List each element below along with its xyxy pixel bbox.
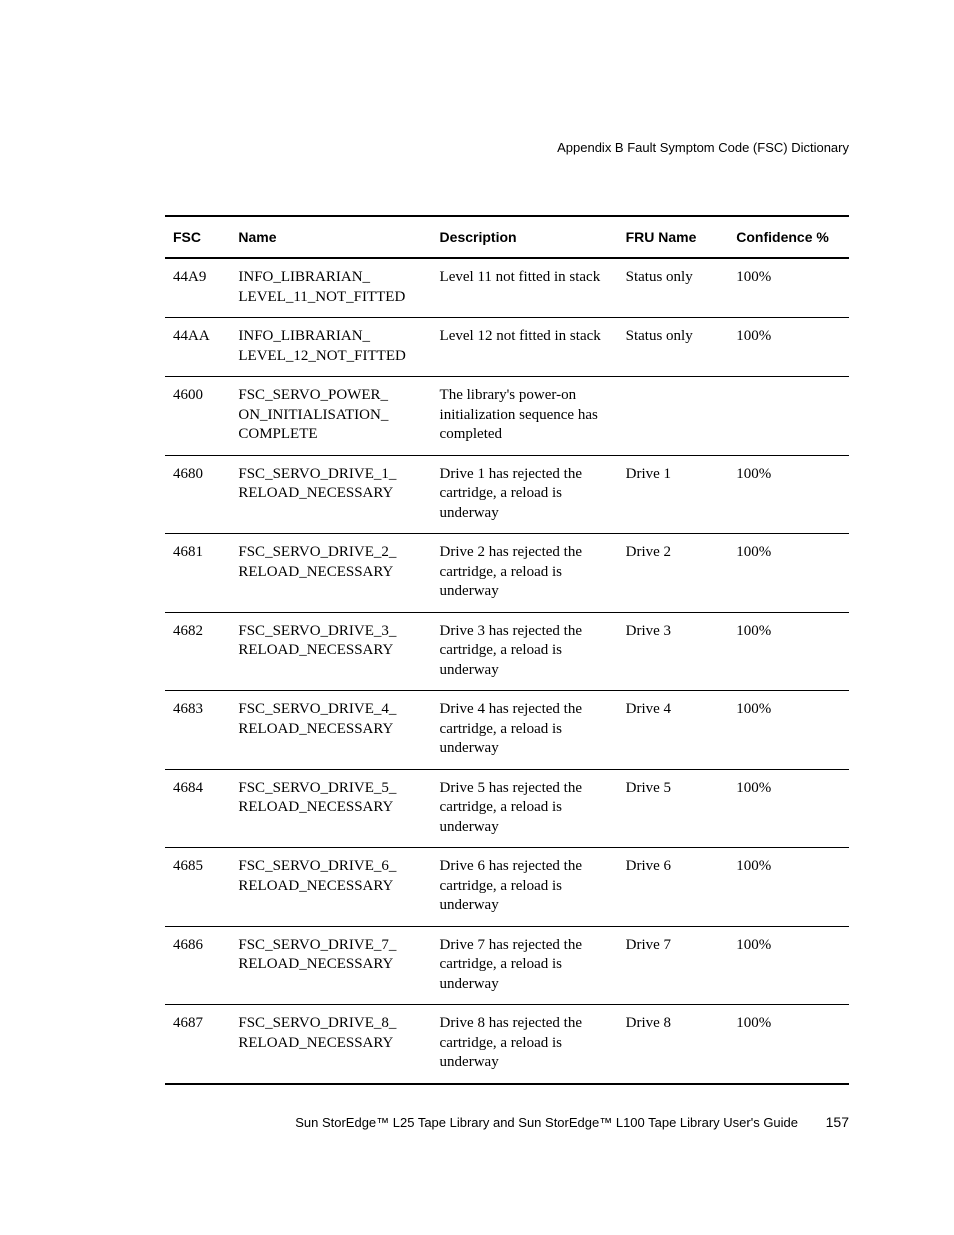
cell-fru: Drive 8 [618,1005,729,1084]
cell-fsc: 4684 [165,769,230,848]
cell-fru [618,377,729,456]
cell-fsc: 4687 [165,1005,230,1084]
page-footer: Sun StorEdge™ L25 Tape Library and Sun S… [165,1114,849,1130]
table-row: 4682FSC_SERVO_DRIVE_3_ RELOAD_NECESSARYD… [165,612,849,691]
cell-fru: Drive 3 [618,612,729,691]
cell-fru: Status only [618,258,729,318]
cell-conf [728,377,849,456]
cell-conf: 100% [728,769,849,848]
table-row: 4684FSC_SERVO_DRIVE_5_ RELOAD_NECESSARYD… [165,769,849,848]
col-header-fsc: FSC [165,216,230,258]
cell-desc: Level 12 not fitted in stack [432,318,618,377]
cell-fru: Drive 4 [618,691,729,770]
cell-fsc: 4685 [165,848,230,927]
footer-text: Sun StorEdge™ L25 Tape Library and Sun S… [295,1115,798,1130]
cell-name: FSC_SERVO_DRIVE_6_ RELOAD_NECESSARY [230,848,431,927]
cell-fsc: 4682 [165,612,230,691]
cell-name: FSC_SERVO_DRIVE_8_ RELOAD_NECESSARY [230,1005,431,1084]
cell-desc: The library's power-on initialization se… [432,377,618,456]
cell-name: INFO_LIBRARIAN_ LEVEL_12_NOT_FITTED [230,318,431,377]
cell-fsc: 4681 [165,534,230,613]
col-header-name: Name [230,216,431,258]
cell-conf: 100% [728,258,849,318]
table-row: 4681FSC_SERVO_DRIVE_2_ RELOAD_NECESSARYD… [165,534,849,613]
cell-desc: Drive 4 has rejected the cartridge, a re… [432,691,618,770]
cell-conf: 100% [728,534,849,613]
cell-fsc: 4686 [165,926,230,1005]
cell-name: FSC_SERVO_POWER_ ON_INITIALISATION_ COMP… [230,377,431,456]
col-header-confidence: Confidence % [728,216,849,258]
cell-conf: 100% [728,1005,849,1084]
table-row: 4686FSC_SERVO_DRIVE_7_ RELOAD_NECESSARYD… [165,926,849,1005]
table-row: 4685FSC_SERVO_DRIVE_6_ RELOAD_NECESSARYD… [165,848,849,927]
table-row: 4683FSC_SERVO_DRIVE_4_ RELOAD_NECESSARYD… [165,691,849,770]
table-body: 44A9INFO_LIBRARIAN_ LEVEL_11_NOT_FITTEDL… [165,258,849,1084]
cell-desc: Drive 6 has rejected the cartridge, a re… [432,848,618,927]
table-row: 4687FSC_SERVO_DRIVE_8_ RELOAD_NECESSARYD… [165,1005,849,1084]
page-header: Appendix B Fault Symptom Code (FSC) Dict… [557,140,849,155]
table-row: 44A9INFO_LIBRARIAN_ LEVEL_11_NOT_FITTEDL… [165,258,849,318]
table-header-row: FSC Name Description FRU Name Confidence… [165,216,849,258]
cell-name: FSC_SERVO_DRIVE_7_ RELOAD_NECESSARY [230,926,431,1005]
cell-fsc: 4600 [165,377,230,456]
cell-fsc: 4683 [165,691,230,770]
cell-fru: Status only [618,318,729,377]
table-row: 4680FSC_SERVO_DRIVE_1_ RELOAD_NECESSARYD… [165,455,849,534]
cell-fsc: 44AA [165,318,230,377]
cell-name: FSC_SERVO_DRIVE_4_ RELOAD_NECESSARY [230,691,431,770]
cell-name: FSC_SERVO_DRIVE_1_ RELOAD_NECESSARY [230,455,431,534]
cell-name: INFO_LIBRARIAN_ LEVEL_11_NOT_FITTED [230,258,431,318]
page-number: 157 [826,1114,849,1130]
cell-desc: Drive 8 has rejected the cartridge, a re… [432,1005,618,1084]
cell-conf: 100% [728,455,849,534]
cell-fru: Drive 2 [618,534,729,613]
cell-fru: Drive 7 [618,926,729,1005]
table-row: 4600FSC_SERVO_POWER_ ON_INITIALISATION_ … [165,377,849,456]
cell-name: FSC_SERVO_DRIVE_3_ RELOAD_NECESSARY [230,612,431,691]
cell-fru: Drive 1 [618,455,729,534]
cell-conf: 100% [728,691,849,770]
fsc-table-container: FSC Name Description FRU Name Confidence… [165,215,849,1085]
cell-conf: 100% [728,848,849,927]
col-header-description: Description [432,216,618,258]
cell-fru: Drive 5 [618,769,729,848]
col-header-fru-name: FRU Name [618,216,729,258]
cell-fsc: 44A9 [165,258,230,318]
cell-desc: Drive 5 has rejected the cartridge, a re… [432,769,618,848]
cell-desc: Drive 7 has rejected the cartridge, a re… [432,926,618,1005]
cell-conf: 100% [728,318,849,377]
table-row: 44AAINFO_LIBRARIAN_ LEVEL_12_NOT_FITTEDL… [165,318,849,377]
fsc-table: FSC Name Description FRU Name Confidence… [165,215,849,1085]
cell-fru: Drive 6 [618,848,729,927]
cell-conf: 100% [728,612,849,691]
cell-fsc: 4680 [165,455,230,534]
cell-desc: Drive 1 has rejected the cartridge, a re… [432,455,618,534]
cell-conf: 100% [728,926,849,1005]
cell-name: FSC_SERVO_DRIVE_2_ RELOAD_NECESSARY [230,534,431,613]
cell-desc: Level 11 not fitted in stack [432,258,618,318]
cell-name: FSC_SERVO_DRIVE_5_ RELOAD_NECESSARY [230,769,431,848]
cell-desc: Drive 3 has rejected the cartridge, a re… [432,612,618,691]
cell-desc: Drive 2 has rejected the cartridge, a re… [432,534,618,613]
document-page: Appendix B Fault Symptom Code (FSC) Dict… [0,0,954,1235]
